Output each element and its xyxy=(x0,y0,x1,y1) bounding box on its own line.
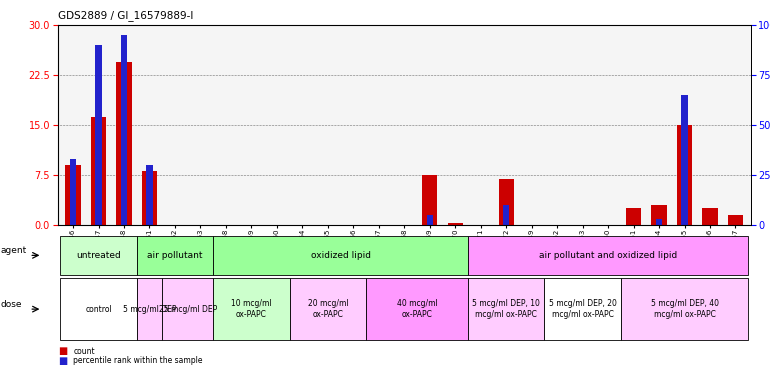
Text: air pollutant and oxidized lipid: air pollutant and oxidized lipid xyxy=(539,251,677,260)
Bar xyxy=(702,208,718,225)
Text: count: count xyxy=(73,347,95,356)
Bar xyxy=(681,95,688,225)
Bar xyxy=(70,159,76,225)
Bar xyxy=(95,45,102,225)
Bar xyxy=(116,61,132,225)
Bar xyxy=(121,35,127,225)
Bar xyxy=(422,175,437,225)
Bar xyxy=(677,125,692,225)
Text: untreated: untreated xyxy=(76,251,121,260)
Bar xyxy=(65,165,81,225)
Bar xyxy=(728,215,743,225)
Text: oxidized lipid: oxidized lipid xyxy=(310,251,370,260)
Text: 5 mcg/ml DEP, 20
mcg/ml ox-PAPC: 5 mcg/ml DEP, 20 mcg/ml ox-PAPC xyxy=(549,300,617,319)
Text: 40 mcg/ml
ox-PAPC: 40 mcg/ml ox-PAPC xyxy=(397,300,437,319)
Bar xyxy=(626,208,641,225)
Text: dose: dose xyxy=(1,300,22,309)
Text: air pollutant: air pollutant xyxy=(147,251,203,260)
Text: percentile rank within the sample: percentile rank within the sample xyxy=(73,356,203,366)
Bar xyxy=(447,223,463,225)
Text: 10 mcg/ml
ox-PAPC: 10 mcg/ml ox-PAPC xyxy=(231,300,272,319)
Bar xyxy=(91,117,106,225)
Text: 25 mcg/ml DEP: 25 mcg/ml DEP xyxy=(159,305,217,314)
Bar xyxy=(498,179,514,225)
Text: 5 mcg/ml DEP, 10
mcg/ml ox-PAPC: 5 mcg/ml DEP, 10 mcg/ml ox-PAPC xyxy=(472,300,540,319)
Text: GDS2889 / GI_16579889-I: GDS2889 / GI_16579889-I xyxy=(58,10,193,20)
Text: 5 mcg/ml DEP, 40
mcg/ml ox-PAPC: 5 mcg/ml DEP, 40 mcg/ml ox-PAPC xyxy=(651,300,718,319)
Bar xyxy=(503,205,509,225)
Bar xyxy=(142,171,157,225)
Text: 20 mcg/ml
ox-PAPC: 20 mcg/ml ox-PAPC xyxy=(307,300,348,319)
Bar xyxy=(427,215,433,225)
Text: ■: ■ xyxy=(58,346,67,356)
Text: 5 mcg/ml DEP: 5 mcg/ml DEP xyxy=(122,305,176,314)
Text: control: control xyxy=(85,305,112,314)
Text: agent: agent xyxy=(1,246,27,255)
Text: ■: ■ xyxy=(58,356,67,366)
Bar xyxy=(656,218,662,225)
Bar xyxy=(651,205,667,225)
Bar xyxy=(146,165,152,225)
